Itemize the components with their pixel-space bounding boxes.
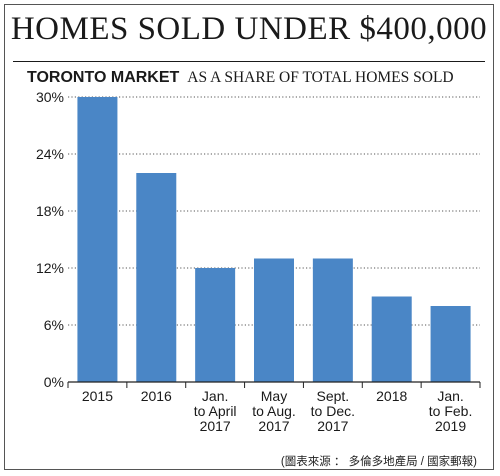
- bar: [77, 97, 118, 382]
- x-tick-label: Sept. to Dec. 2017: [311, 388, 355, 434]
- y-tick-label: 12%: [36, 260, 64, 276]
- title-divider: [13, 61, 485, 62]
- chart-title: HOMES SOLD UNDER $400,000: [10, 11, 488, 47]
- bar: [371, 296, 412, 382]
- chart-subtitle: TORONTO MARKET AS A SHARE OF TOTAL HOMES …: [27, 69, 454, 87]
- bar: [430, 306, 471, 382]
- subtitle-share: AS A SHARE OF TOTAL HOMES SOLD: [187, 69, 454, 86]
- y-tick-label: 18%: [36, 203, 64, 219]
- axes: [67, 381, 481, 388]
- y-tick-labels: 0% 6% 12% 18% 24% 30%: [36, 89, 64, 390]
- y-tick-label: 24%: [36, 146, 64, 162]
- x-tick-label: 2018: [376, 388, 407, 404]
- x-tick-label: 2015: [82, 388, 113, 404]
- bar: [254, 258, 294, 382]
- y-tick-label: 0%: [44, 374, 64, 390]
- x-tick-label: 2016: [141, 388, 172, 404]
- bar: [195, 268, 236, 382]
- y-tick-label: 30%: [36, 89, 64, 105]
- source-note: (圖表來源 ： 多倫多地產局 / 國家郵報): [280, 456, 477, 468]
- bar: [136, 173, 177, 382]
- x-tick-labels: 2015 2016 Jan. to April 2017 May to Aug. 2017 Se…: [82, 388, 473, 434]
- y-tick-label: 6%: [44, 317, 64, 333]
- x-tick-label: Jan. to Feb. 2019: [429, 388, 473, 434]
- subtitle-market: TORONTO MARKET: [27, 69, 180, 86]
- x-tick-label: May to Aug. 2017: [252, 388, 296, 434]
- bar: [312, 258, 353, 382]
- x-tick-label: Jan. to April 2017: [194, 388, 237, 434]
- bars: [77, 97, 471, 382]
